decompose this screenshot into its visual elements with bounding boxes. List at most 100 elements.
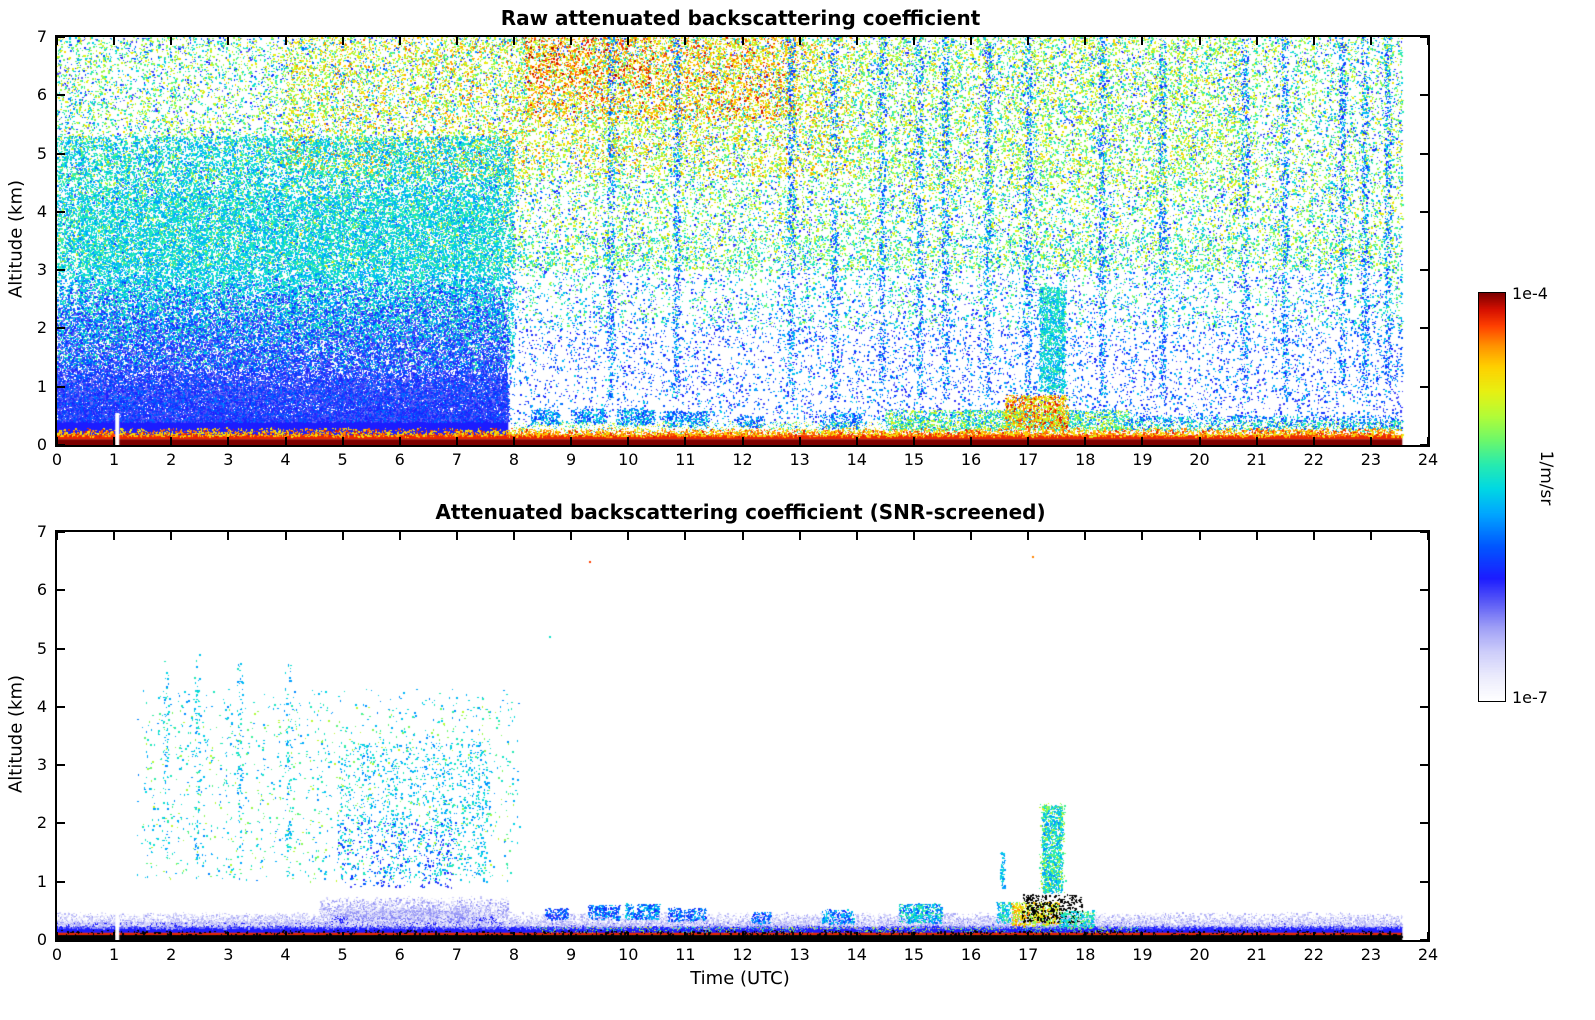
colorbar-unit-label: 1/m/sr	[1536, 450, 1556, 506]
panel-raw-plot-area: 0 1 2 3 4 5 6 7 8 9 10 11 12 13 14 15 16 17 18 19 20 21 22 23 24…	[37, 29, 1438, 468]
x-tick-label: 18	[1075, 945, 1096, 964]
y-tick-mark	[57, 880, 65, 883]
x-tick-label: 11	[675, 450, 696, 469]
x-tick-mark	[341, 37, 344, 45]
x-tick-mark	[284, 437, 287, 445]
x-tick-mark	[684, 37, 687, 45]
x-tick-mark	[570, 932, 573, 940]
x-tick-label: 9	[566, 945, 577, 964]
x-tick-mark	[1084, 37, 1087, 45]
x-tick-mark	[912, 437, 915, 445]
y-tick-label: 7	[36, 27, 47, 46]
x-tick-label: 21	[1246, 945, 1267, 964]
x-tick-label: 16	[960, 450, 982, 469]
y-tick-mark	[1420, 94, 1428, 97]
x-tick-mark	[284, 37, 287, 45]
panel-raw-ylabel: Altitude (km)	[5, 179, 27, 299]
x-tick-mark	[970, 532, 972, 540]
x-tick-label: 3	[223, 450, 234, 469]
x-tick-mark	[513, 37, 515, 45]
y-tick-label: 7	[36, 522, 47, 541]
x-tick-mark	[570, 37, 573, 45]
x-tick-mark	[970, 437, 972, 445]
y-tick-mark	[57, 705, 65, 708]
panel-screened-heatmap	[57, 532, 1428, 940]
y-tick-label: 6	[36, 580, 47, 600]
y-tick-label: 5	[36, 143, 47, 163]
x-tick-label: 15	[903, 945, 925, 964]
x-tick-mark	[170, 532, 173, 540]
x-tick-mark	[56, 532, 58, 540]
x-tick-mark	[284, 932, 287, 940]
x-tick-label: 17	[1017, 450, 1039, 469]
x-tick-label: 5	[337, 450, 348, 469]
x-tick-mark	[513, 437, 515, 445]
x-tick-mark	[627, 532, 630, 540]
x-tick-mark	[912, 532, 915, 540]
x-tick-mark	[741, 932, 744, 940]
x-tick-label: 2	[166, 945, 177, 964]
x-tick-mark	[1369, 437, 1372, 445]
x-tick-mark	[1198, 532, 1201, 540]
x-tick-label: 22	[1303, 945, 1324, 964]
colorbar	[1478, 292, 1506, 702]
x-tick-label: 7	[451, 450, 462, 469]
x-tick-mark	[1255, 532, 1258, 540]
y-tick-label: 1	[36, 871, 47, 891]
x-tick-mark	[341, 437, 344, 445]
x-tick-mark	[1084, 532, 1087, 540]
y-tick-mark	[1420, 764, 1428, 767]
y-tick-label: 5	[36, 638, 47, 658]
y-tick-mark	[57, 94, 65, 97]
x-tick-mark	[227, 437, 230, 445]
x-tick-label: 6	[394, 945, 405, 964]
y-tick-mark	[57, 385, 65, 388]
x-tick-mark	[627, 37, 630, 45]
y-tick-label: 0	[36, 435, 47, 454]
y-tick-label: 6	[36, 85, 47, 105]
x-tick-mark	[798, 532, 801, 540]
x-tick-label: 14	[846, 945, 867, 964]
x-tick-mark	[1312, 932, 1315, 940]
x-tick-mark	[741, 437, 744, 445]
x-tick-label: 19	[1132, 945, 1153, 964]
x-tick-mark	[398, 37, 401, 45]
x-tick-label: 7	[451, 945, 462, 964]
y-tick-mark	[57, 531, 65, 533]
x-tick-label: 20	[1189, 450, 1210, 469]
x-tick-mark	[1427, 932, 1429, 940]
colorbar-max-label: 1e-4	[1512, 284, 1548, 303]
y-tick-mark	[57, 444, 65, 446]
colorbar-min-label: 1e-7	[1512, 688, 1548, 707]
x-tick-mark	[1141, 532, 1144, 540]
x-tick-mark	[855, 932, 858, 940]
y-tick-label: 2	[36, 318, 47, 338]
y-tick-label: 1	[36, 376, 47, 396]
x-tick-mark	[284, 532, 287, 540]
x-tick-label: 8	[508, 450, 520, 469]
x-tick-mark	[684, 932, 687, 940]
x-tick-mark	[912, 932, 915, 940]
y-tick-mark	[1420, 589, 1428, 592]
x-tick-label: 18	[1075, 450, 1096, 469]
x-tick-mark	[912, 37, 915, 45]
x-tick-mark	[113, 37, 116, 45]
x-tick-label: 19	[1132, 450, 1153, 469]
x-tick-mark	[1255, 437, 1258, 445]
x-tick-mark	[1369, 37, 1372, 45]
x-tick-mark	[684, 437, 687, 445]
x-tick-mark	[1141, 932, 1144, 940]
x-tick-label: 21	[1246, 450, 1267, 469]
x-tick-mark	[455, 932, 458, 940]
x-tick-mark	[741, 532, 744, 540]
y-tick-label: 2	[36, 813, 47, 833]
x-tick-mark	[798, 37, 801, 45]
x-tick-label: 6	[394, 450, 405, 469]
x-tick-label: 3	[223, 945, 234, 964]
x-tick-mark	[113, 932, 116, 940]
x-tick-label: 12	[732, 450, 753, 469]
y-tick-mark	[1420, 327, 1428, 330]
x-tick-mark	[170, 932, 173, 940]
x-tick-mark	[1141, 437, 1144, 445]
